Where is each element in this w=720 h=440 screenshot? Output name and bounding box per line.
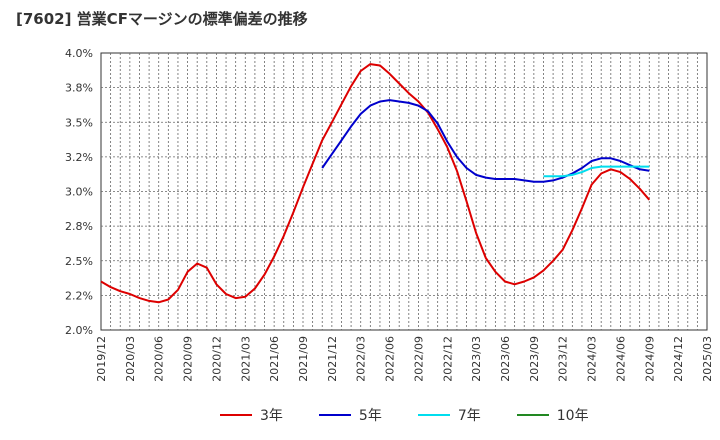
series-line-7年 (543, 165, 650, 178)
y-tick-label: 2.0% (65, 324, 93, 337)
x-tick-label: 2022/12 (441, 336, 454, 382)
legend-swatch (318, 414, 351, 416)
x-tick-label: 2020/03 (124, 336, 137, 382)
x-tick-label: 2020/09 (182, 336, 195, 382)
y-tick-label: 2.2% (65, 289, 93, 302)
x-tick-label: 2024/12 (672, 336, 685, 382)
x-tick-label: 2022/09 (412, 336, 425, 382)
legend-label: 3年 (260, 408, 283, 424)
plot-area (100, 52, 708, 331)
x-tick-label: 2023/03 (470, 336, 483, 382)
x-tick-label: 2020/12 (210, 336, 223, 382)
x-tick-label: 2024/03 (586, 336, 599, 382)
x-tick-label: 2023/12 (557, 336, 570, 382)
x-tick-label: 2024/09 (643, 336, 656, 382)
chart-legend: 3年 5年 7年 10年 (220, 404, 640, 426)
series-line-3年 (100, 63, 651, 304)
legend-item: 7年 (417, 405, 481, 425)
y-tick-label: 4.0% (65, 47, 93, 60)
x-tick-label: 2025/03 (701, 336, 714, 382)
y-tick-label: 3.8% (65, 82, 93, 95)
x-tick-label: 2021/12 (326, 336, 339, 382)
x-tick-label: 2021/06 (268, 336, 281, 382)
x-tick-label: 2023/09 (528, 336, 541, 382)
series-line-5年 (321, 99, 650, 183)
legend-label: 5年 (358, 408, 382, 424)
legend-label: 10年 (556, 408, 589, 424)
x-tick-label: 2022/06 (384, 336, 397, 382)
y-tick-label: 2.5% (65, 255, 93, 268)
legend-item: 3年 (220, 405, 283, 425)
legend-item: 5年 (318, 405, 382, 425)
y-tick-label: 2.8% (65, 220, 93, 233)
x-tick-label: 2023/06 (499, 336, 512, 382)
x-tick-label: 2019/12 (95, 336, 108, 382)
x-tick-label: 2024/06 (614, 336, 627, 382)
y-tick-label: 3.0% (65, 186, 93, 199)
x-tick-label: 2021/03 (239, 336, 252, 382)
x-tick-label: 2021/09 (297, 336, 310, 382)
legend-item: 10年 (516, 405, 589, 425)
chart-title: [7602] 営業CFマージンの標準偏差の推移 (16, 10, 308, 28)
legend-swatch (516, 414, 549, 416)
legend-swatch (417, 414, 450, 416)
y-tick-label: 3.5% (65, 116, 93, 129)
y-tick-label: 3.2% (65, 151, 93, 164)
legend-label: 7年 (457, 408, 481, 424)
x-tick-label: 2020/06 (153, 336, 166, 382)
x-tick-label: 2022/03 (355, 336, 368, 382)
legend-swatch (220, 414, 252, 416)
